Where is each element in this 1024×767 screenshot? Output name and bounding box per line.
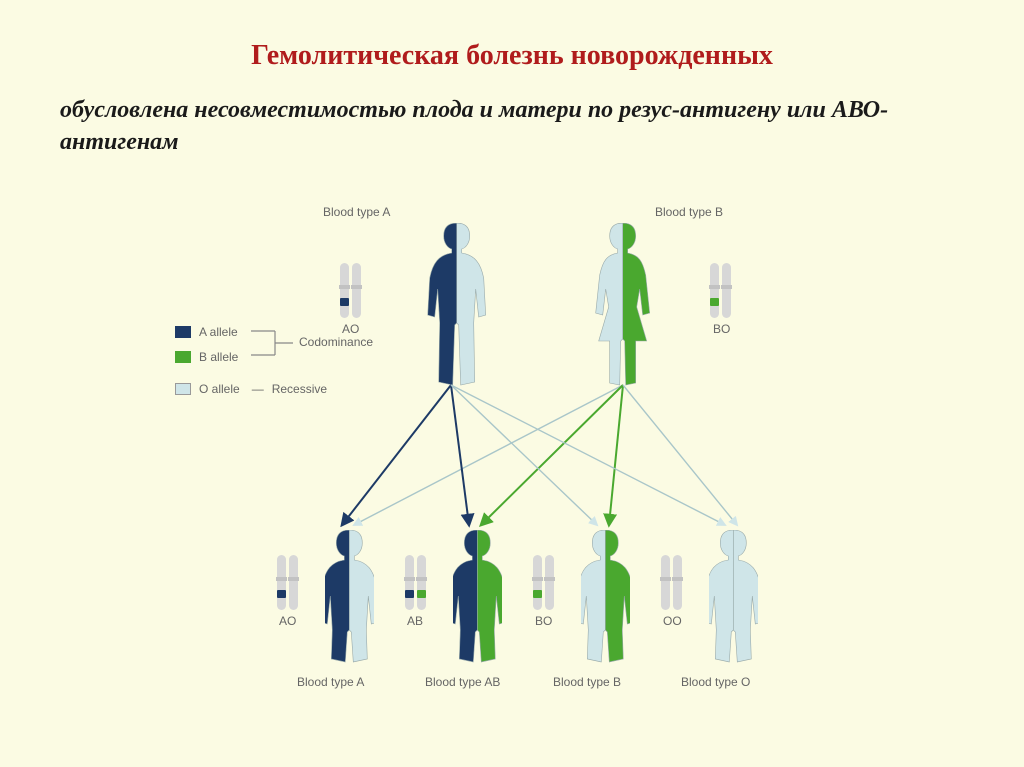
child-chrom-label: AO [279, 614, 296, 628]
legend-swatch-a [175, 326, 191, 338]
slide: Гемолитическая болезнь новорожденных обу… [0, 0, 1024, 767]
legend-swatch-o [175, 383, 191, 395]
subtitle: обусловлена несовместимостью плода и мат… [60, 94, 964, 159]
legend-swatch-b [175, 351, 191, 363]
page-title: Гемолитическая болезнь новорожденных [60, 40, 964, 72]
child-chromosomes [533, 555, 554, 610]
child-label: Blood type AB [425, 675, 500, 689]
child-chrom-label: BO [535, 614, 552, 628]
inheritance-diagram: Blood type A Blood type B AO BO A allele… [195, 205, 885, 725]
child-figure [453, 530, 502, 665]
child-chromosomes [277, 555, 298, 610]
child-chrom-label: AB [407, 614, 423, 628]
child-label: Blood type A [297, 675, 364, 689]
child-figure [581, 530, 630, 665]
child-label: Blood type B [553, 675, 621, 689]
child-figure [709, 530, 758, 665]
child-chromosomes [661, 555, 682, 610]
child-figure [325, 530, 374, 665]
inheritance-arrows [195, 205, 885, 725]
child-chromosomes [405, 555, 426, 610]
child-label: Blood type O [681, 675, 750, 689]
child-chrom-label: OO [663, 614, 682, 628]
